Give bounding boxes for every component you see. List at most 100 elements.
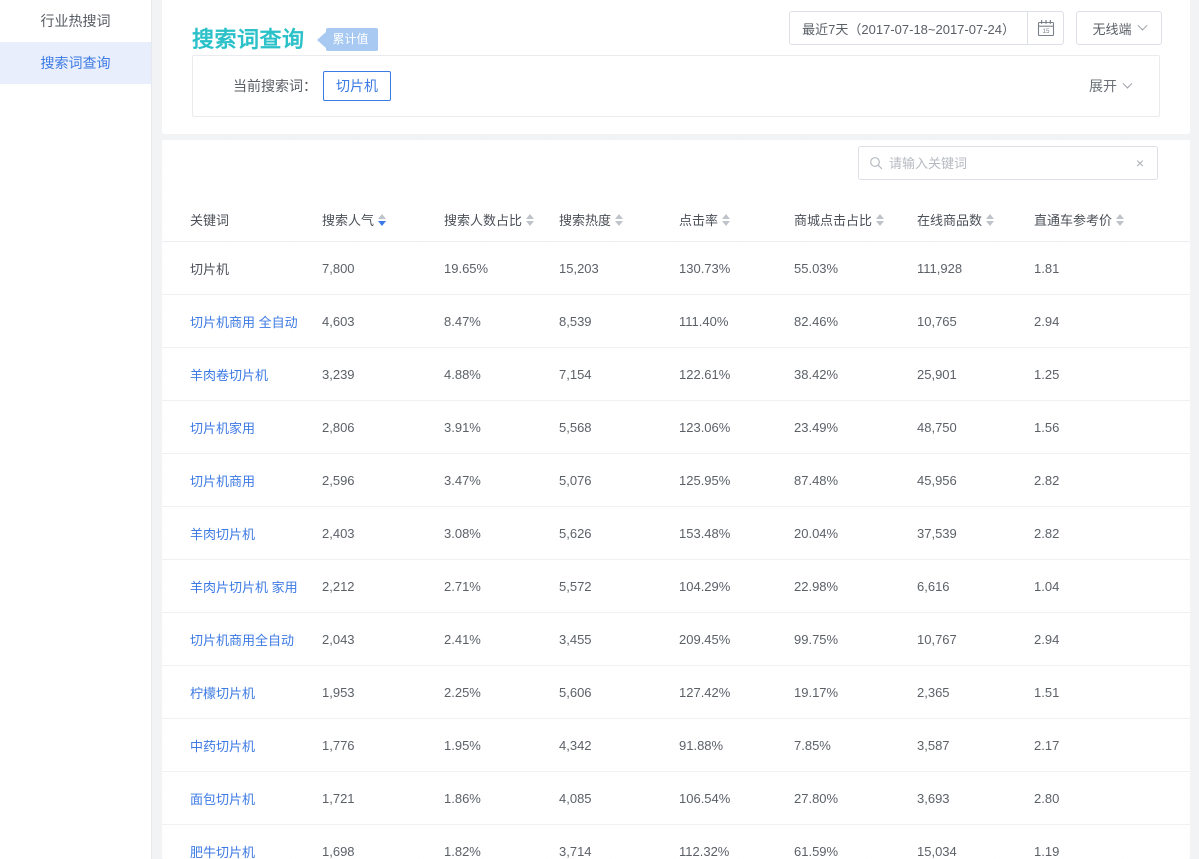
col-people-share-label: 搜索人数占比 [444,213,523,228]
cell-mall-click-share: 27.80% [794,771,917,825]
terminal-select[interactable]: 无线端 [1076,11,1162,45]
cell-keyword[interactable]: 切片机商用 [162,453,322,507]
keyword-link[interactable]: 切片机商用全自动 [190,632,295,648]
cell-search-heat: 7,154 [559,347,679,401]
col-ctr[interactable]: 点击率 [679,200,794,242]
keyword-link[interactable]: 中药切片机 [190,738,256,754]
cell-mall-click-share: 82.46% [794,294,917,348]
date-range-text[interactable]: 最近7天（2017-07-18~2017-07-24） [802,21,1015,37]
current-word-tag[interactable]: 切片机 [323,71,391,101]
cell-people-share: 3.47% [444,453,559,507]
sort-icon[interactable] [378,213,387,226]
terminal-select-value: 无线端 [1092,21,1132,37]
cell-keyword[interactable]: 切片机家用 [162,400,322,454]
sidebar-item-label: 行业热搜词 [40,13,111,29]
col-cpc-reference[interactable]: 直通车参考价 [1034,200,1190,242]
search-input[interactable] [883,155,1133,171]
col-mall-click-share-label: 商城点击占比 [794,213,873,228]
sidebar-item-search-term-query[interactable]: 搜索词查询 [0,42,151,84]
col-search-popularity[interactable]: 搜索人气 [322,200,444,242]
cell-search-heat: 5,568 [559,400,679,454]
cell-search-heat: 3,714 [559,843,592,859]
keyword-link[interactable]: 羊肉卷切片机 [190,367,269,383]
cell-online-items: 6,616 [917,559,1034,613]
sort-icon[interactable] [1116,213,1125,226]
cell-ctr: 91.88% [679,718,794,772]
cell-keyword[interactable]: 羊肉卷切片机 [162,347,322,401]
table-row: 切片机商用 全自动 4,603 8.47% 8,539 111.40% 82.46% 10,… [162,294,1190,348]
col-mall-click-share[interactable]: 商城点击占比 [794,200,917,242]
cell-online-items: 10,767 [917,612,1034,666]
keyword-link[interactable]: 柠檬切片机 [190,685,256,701]
sidebar-item-industry-hot-words[interactable]: 行业热搜词 [0,0,151,42]
cell-cpc-reference: 2.82 [1034,453,1190,507]
sort-icon[interactable] [526,213,535,226]
cell-mall-click-share: 22.98% [794,559,917,613]
header-controls: 最近7天（2017-07-18~2017-07-24） 15 无线端 [789,11,1162,45]
cell-keyword[interactable]: 肥牛切片机 [162,825,322,859]
cell-online-items: 37,539 [917,506,1034,560]
cell-search-popularity: 2,403 [322,506,444,560]
search-box[interactable]: × [858,146,1158,180]
table-row: 切片机商用 2,596 3.47% 5,076 125.95% 87.48% 45,956 2… [162,453,1190,507]
cell-keyword[interactable]: 切片机商用全自动 [162,612,322,666]
cell-online-items: 111,928 [917,241,1034,295]
current-search-word-panel: 当前搜索词： 切片机 展开 [192,55,1160,117]
cell-keyword[interactable]: 柠檬切片机 [162,665,322,719]
cell-mall-click-share: 55.03% [794,241,917,295]
calendar-icon[interactable]: 15 [1027,12,1063,44]
keyword-search: × [858,146,1158,180]
cell-search-heat: 15,203 [559,241,679,295]
cell-cpc-reference: 2.94 [1034,612,1190,666]
cumulative-badge: 累计值 [316,28,378,52]
col-online-items[interactable]: 在线商品数 [917,200,1034,242]
cell-people-share: 2.41% [444,612,559,666]
cell-mall-click-share: 99.75% [794,612,917,666]
chevron-down-icon [1137,20,1147,31]
cell-search-heat: 4,085 [559,771,679,825]
cell-mall-click-share: 23.49% [794,400,917,454]
close-icon[interactable]: × [1135,155,1144,171]
cell-keyword: 切片机 [162,241,322,295]
cell-keyword[interactable]: 中药切片机 [162,718,322,772]
keyword-link[interactable]: 面包切片机 [190,791,256,807]
cell-people-share: 1.82% [444,843,481,859]
page-title: 搜索词查询 [192,26,305,52]
sort-icon[interactable] [722,213,731,226]
cell-cpc-reference: 1.56 [1034,400,1190,454]
keyword-link[interactable]: 切片机商用 全自动 [190,314,298,330]
cell-keyword[interactable]: 羊肉片切片机 家用 [162,559,322,613]
expand-toggle[interactable]: 展开 [1089,76,1133,96]
cell-online-items: 3,587 [917,718,1034,772]
cell-search-popularity: 2,212 [322,559,444,613]
col-people-share[interactable]: 搜索人数占比 [444,200,559,242]
cell-search-popularity: 1,776 [322,718,444,772]
cell-keyword[interactable]: 面包切片机 [162,771,322,825]
keyword-link[interactable]: 羊肉切片机 [190,526,256,542]
cell-keyword[interactable]: 羊肉切片机 [162,506,322,560]
cell-search-heat: 5,076 [559,453,679,507]
cell-people-share: 8.47% [444,294,559,348]
cell-ctr: 125.95% [679,453,794,507]
keyword-link[interactable]: 肥牛切片机 [190,844,256,859]
cell-keyword[interactable]: 切片机商用 全自动 [162,294,322,348]
cell-people-share: 3.08% [444,506,559,560]
cell-search-heat: 5,626 [559,506,679,560]
keyword-link[interactable]: 切片机商用 [190,473,256,489]
col-search-heat-label: 搜索热度 [559,213,612,228]
keyword-link[interactable]: 羊肉片切片机 家用 [190,579,298,595]
cell-people-share: 3.91% [444,400,559,454]
cell-search-heat: 5,606 [559,665,679,719]
cell-people-share: 2.71% [444,559,559,613]
cell-people-share: 2.25% [444,665,559,719]
chevron-down-icon [1122,78,1133,89]
keyword-link[interactable]: 切片机家用 [190,420,256,436]
sort-icon[interactable] [986,213,995,226]
main-content: 搜索词查询 累计值 最近7天（2017-07-18~2017-07-24） 15 [153,0,1199,859]
col-search-heat[interactable]: 搜索热度 [559,200,679,242]
cell-ctr: 123.06% [679,400,794,454]
sort-icon[interactable] [615,213,624,226]
date-range-picker[interactable]: 最近7天（2017-07-18~2017-07-24） 15 [789,11,1064,45]
table-header-row: 关键词 搜索人气 搜索人数占比 [162,200,1190,242]
sort-icon[interactable] [876,213,885,226]
